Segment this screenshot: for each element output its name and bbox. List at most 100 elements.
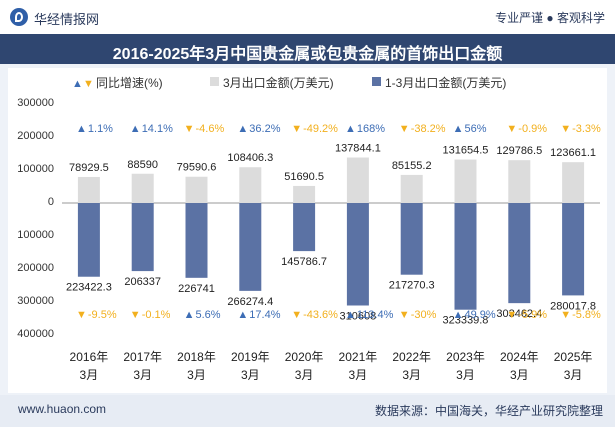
brand-name: 华经情报网 xyxy=(34,12,100,27)
x-tick-label-month: 3月 xyxy=(456,368,475,382)
legend-label-march: 3月出口金额(万美元) xyxy=(223,75,334,90)
slogan: 专业严谨 ● 客观科学 xyxy=(495,11,605,25)
growth-label-march: -49.2% xyxy=(303,123,338,135)
bar-march xyxy=(346,157,369,203)
growth-up-icon: ▲ xyxy=(237,309,248,321)
growth-label-cumulative: -43.6% xyxy=(303,309,338,321)
bar-march xyxy=(508,160,531,203)
bar-march xyxy=(131,173,154,203)
data-label-cumulative: 145786.7 xyxy=(281,256,327,268)
y-tick-label: 300000 xyxy=(17,97,54,109)
data-label-march: 51690.5 xyxy=(284,171,324,183)
bar-march xyxy=(562,162,585,203)
bar-cumulative xyxy=(508,203,531,304)
x-tick-label-month: 3月 xyxy=(564,368,583,382)
data-label-cumulative: 223422.3 xyxy=(66,282,112,294)
y-tick-label: 200000 xyxy=(17,130,54,142)
data-label-march: 108406.3 xyxy=(227,152,273,164)
legend-up-triangle: ▲ xyxy=(72,78,83,90)
legend-swatch-march xyxy=(210,77,219,86)
growth-up-icon: ▲ xyxy=(345,309,356,321)
x-tick-label-year: 2022年 xyxy=(392,350,431,364)
bar-march xyxy=(454,159,477,203)
data-label-cumulative: 266274.4 xyxy=(227,296,273,308)
title-bar: 2016-2025年3月中国贵金属或包贵金属的首饰出口金额 xyxy=(0,34,615,64)
chart-panel: ▲ ▼ 同比增速(%) 3月出口金额(万美元) 1-3月出口金额(万美元) 300000 2… xyxy=(8,68,607,393)
bar-march xyxy=(293,185,316,203)
growth-up-icon: ▲ xyxy=(453,309,464,321)
growth-label-cumulative: -0.1% xyxy=(142,309,171,321)
x-tick-label-year: 2016年 xyxy=(70,350,109,364)
data-label-march: 85155.2 xyxy=(392,160,432,172)
legend-swatch-cumulative xyxy=(372,77,381,86)
y-tick-label: 100000 xyxy=(17,163,54,175)
growth-label-cumulative: 113.4% xyxy=(357,309,394,321)
data-label-march: 78929.5 xyxy=(69,162,109,174)
data-label-cumulative: 323339.8 xyxy=(443,315,489,327)
x-tick-label-year: 2018年 xyxy=(177,350,216,364)
legend-down-triangle: ▼ xyxy=(83,78,94,90)
growth-label-march: -38.2% xyxy=(411,123,446,135)
bar-cumulative xyxy=(239,203,262,291)
bar-cumulative xyxy=(346,203,369,306)
bar-cumulative xyxy=(185,203,208,278)
growth-label-march: 14.1% xyxy=(142,123,173,135)
chart-svg: ▲ ▼ 同比增速(%) 3月出口金额(万美元) 1-3月出口金额(万美元)3000002… xyxy=(17,75,601,382)
growth-down-icon: ▼ xyxy=(291,123,302,135)
x-tick-label-month: 3月 xyxy=(349,368,368,382)
x-tick-label-year: 2025年 xyxy=(554,350,593,364)
data-label-cumulative: 280017.8 xyxy=(550,300,596,312)
growth-up-icon: ▲ xyxy=(345,123,356,135)
bar-march xyxy=(400,174,423,203)
data-label-march: 137844.1 xyxy=(335,143,381,155)
x-tick-label-year: 2023年 xyxy=(446,350,485,364)
bar-cumulative xyxy=(131,203,154,272)
data-label-cumulative: 206337 xyxy=(124,276,161,288)
x-tick-label-year: 2024年 xyxy=(500,350,539,364)
data-label-march: 131654.5 xyxy=(443,145,489,157)
growth-label-march: 56% xyxy=(465,123,487,135)
x-tick-label-month: 3月 xyxy=(187,368,206,382)
huajing-logo-icon xyxy=(10,8,28,26)
growth-down-icon: ▼ xyxy=(130,309,141,321)
data-source: 数据来源：中国海关，华经产业研究院整理 xyxy=(374,404,603,418)
website-link[interactable]: www.huaon.com xyxy=(18,402,107,416)
growth-down-icon: ▼ xyxy=(291,309,302,321)
y-tick-label: 0 xyxy=(48,196,54,208)
growth-label-march: 36.2% xyxy=(249,123,280,135)
growth-down-icon: ▼ xyxy=(506,123,517,135)
bar-cumulative xyxy=(77,203,100,277)
data-label-march: 123661.1 xyxy=(550,147,596,159)
x-tick-label-year: 2021年 xyxy=(339,350,378,364)
y-tick-label: 100000 xyxy=(17,229,54,241)
growth-up-icon: ▲ xyxy=(76,123,87,135)
x-tick-label-month: 3月 xyxy=(295,368,314,382)
data-label-march: 88590 xyxy=(127,159,158,171)
x-tick-label-year: 2020年 xyxy=(285,350,324,364)
data-label-cumulative: 310608 xyxy=(340,311,377,323)
data-label-cumulative: 217270.3 xyxy=(389,280,435,292)
growth-label-march: -0.9% xyxy=(518,123,547,135)
bar-cumulative xyxy=(293,203,316,252)
x-tick-label-month: 3月 xyxy=(80,368,99,382)
bar-march xyxy=(185,176,208,203)
bar-cumulative xyxy=(454,203,477,310)
top-bar: 华经情报网 专业严谨 ● 客观科学 xyxy=(0,0,615,34)
footer-bar: www.huaon.com 数据来源：中国海关，华经产业研究院整理 xyxy=(0,395,615,427)
growth-up-icon: ▲ xyxy=(184,309,195,321)
growth-down-icon: ▼ xyxy=(560,123,571,135)
growth-label-cumulative: 17.4% xyxy=(249,309,280,321)
growth-label-march: -3.3% xyxy=(572,123,601,135)
bar-march xyxy=(239,167,262,203)
growth-label-cumulative: 5.6% xyxy=(196,309,221,321)
growth-down-icon: ▼ xyxy=(399,123,410,135)
x-tick-label-month: 3月 xyxy=(510,368,529,382)
x-tick-label-year: 2019年 xyxy=(231,350,270,364)
data-label-march: 79590.6 xyxy=(177,162,217,174)
x-tick-label-month: 3月 xyxy=(402,368,421,382)
growth-down-icon: ▼ xyxy=(506,309,517,321)
growth-up-icon: ▲ xyxy=(130,123,141,135)
bar-cumulative xyxy=(400,203,423,275)
growth-down-icon: ▼ xyxy=(76,309,87,321)
